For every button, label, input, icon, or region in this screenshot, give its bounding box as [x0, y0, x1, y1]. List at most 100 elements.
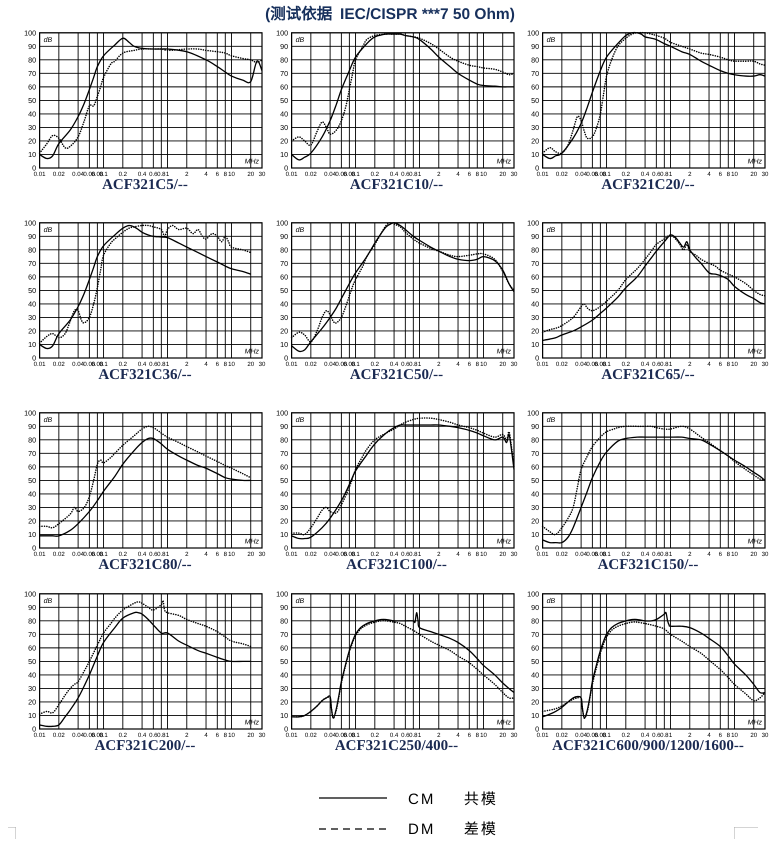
- svg-text:90: 90: [531, 602, 539, 611]
- svg-text:50: 50: [531, 476, 539, 485]
- svg-text:dB: dB: [44, 226, 53, 234]
- svg-text:100: 100: [527, 218, 539, 227]
- svg-text:60: 60: [280, 643, 288, 652]
- svg-text:50: 50: [280, 286, 288, 295]
- svg-text:50: 50: [280, 476, 288, 485]
- svg-text:40: 40: [280, 670, 288, 679]
- svg-text:40: 40: [531, 489, 539, 498]
- svg-text:30: 30: [762, 171, 769, 178]
- svg-text:40: 40: [531, 109, 539, 118]
- svg-text:30: 30: [531, 503, 539, 512]
- svg-text:90: 90: [28, 42, 36, 51]
- svg-text:50: 50: [28, 96, 36, 105]
- svg-text:dB: dB: [44, 596, 53, 604]
- svg-text:80: 80: [28, 616, 36, 625]
- svg-text:10: 10: [280, 150, 288, 159]
- svg-text:dB: dB: [295, 36, 304, 44]
- svg-text:70: 70: [280, 629, 288, 638]
- svg-text:70: 70: [28, 449, 36, 458]
- svg-text:30: 30: [280, 313, 288, 322]
- svg-text:100: 100: [24, 28, 36, 37]
- svg-text:70: 70: [280, 449, 288, 458]
- svg-text:20: 20: [531, 697, 539, 706]
- svg-text:50: 50: [531, 657, 539, 666]
- svg-text:90: 90: [280, 602, 288, 611]
- svg-text:50: 50: [280, 657, 288, 666]
- svg-text:dB: dB: [547, 226, 556, 234]
- svg-text:20: 20: [280, 136, 288, 145]
- svg-text:10: 10: [280, 711, 288, 720]
- svg-text:10: 10: [531, 530, 539, 539]
- svg-text:90: 90: [531, 232, 539, 241]
- svg-text:70: 70: [28, 259, 36, 268]
- svg-text:30: 30: [762, 361, 769, 368]
- svg-text:100: 100: [24, 218, 36, 227]
- svg-text:60: 60: [28, 272, 36, 281]
- svg-text:90: 90: [280, 42, 288, 51]
- svg-text:20: 20: [280, 326, 288, 335]
- svg-text:30: 30: [531, 123, 539, 132]
- svg-text:20: 20: [280, 697, 288, 706]
- svg-text:80: 80: [280, 245, 288, 254]
- svg-text:80: 80: [531, 245, 539, 254]
- svg-text:60: 60: [531, 462, 539, 471]
- svg-text:dB: dB: [295, 226, 304, 234]
- svg-text:20: 20: [531, 326, 539, 335]
- svg-text:80: 80: [531, 55, 539, 64]
- svg-text:80: 80: [280, 435, 288, 444]
- svg-text:70: 70: [531, 629, 539, 638]
- svg-text:10: 10: [28, 530, 36, 539]
- svg-text:10: 10: [531, 150, 539, 159]
- svg-text:100: 100: [527, 589, 539, 598]
- svg-text:dB: dB: [295, 416, 304, 424]
- svg-text:50: 50: [280, 96, 288, 105]
- svg-text:50: 50: [28, 286, 36, 295]
- svg-text:70: 70: [531, 69, 539, 78]
- svg-text:70: 70: [28, 629, 36, 638]
- svg-text:80: 80: [28, 245, 36, 254]
- svg-text:40: 40: [28, 109, 36, 118]
- svg-text:20: 20: [531, 516, 539, 525]
- svg-text:30: 30: [28, 684, 36, 693]
- svg-text:40: 40: [280, 299, 288, 308]
- svg-text:20: 20: [28, 136, 36, 145]
- svg-text:60: 60: [28, 643, 36, 652]
- svg-text:40: 40: [28, 489, 36, 498]
- svg-text:50: 50: [531, 286, 539, 295]
- svg-text:10: 10: [28, 340, 36, 349]
- svg-text:60: 60: [531, 643, 539, 652]
- svg-text:50: 50: [531, 96, 539, 105]
- svg-text:20: 20: [531, 136, 539, 145]
- svg-text:90: 90: [28, 232, 36, 241]
- svg-text:70: 70: [531, 449, 539, 458]
- svg-text:40: 40: [280, 109, 288, 118]
- svg-text:60: 60: [531, 82, 539, 91]
- svg-text:60: 60: [280, 462, 288, 471]
- svg-text:100: 100: [527, 28, 539, 37]
- svg-text:dB: dB: [547, 596, 556, 604]
- svg-text:60: 60: [280, 272, 288, 281]
- svg-text:30: 30: [28, 313, 36, 322]
- svg-text:20: 20: [280, 516, 288, 525]
- svg-text:80: 80: [28, 55, 36, 64]
- svg-text:90: 90: [280, 422, 288, 431]
- svg-text:10: 10: [28, 150, 36, 159]
- svg-text:10: 10: [28, 711, 36, 720]
- svg-text:60: 60: [280, 82, 288, 91]
- svg-text:70: 70: [280, 259, 288, 268]
- svg-text:90: 90: [531, 422, 539, 431]
- svg-text:40: 40: [280, 489, 288, 498]
- svg-text:100: 100: [527, 408, 539, 417]
- svg-text:dB: dB: [547, 36, 556, 44]
- svg-text:MHz: MHz: [748, 719, 763, 726]
- svg-text:10: 10: [280, 530, 288, 539]
- svg-text:40: 40: [28, 670, 36, 679]
- svg-text:20: 20: [28, 697, 36, 706]
- svg-text:90: 90: [28, 602, 36, 611]
- svg-text:10: 10: [531, 711, 539, 720]
- svg-text:80: 80: [280, 616, 288, 625]
- svg-text:100: 100: [276, 28, 288, 37]
- svg-text:70: 70: [280, 69, 288, 78]
- svg-text:90: 90: [531, 42, 539, 51]
- svg-text:30: 30: [280, 684, 288, 693]
